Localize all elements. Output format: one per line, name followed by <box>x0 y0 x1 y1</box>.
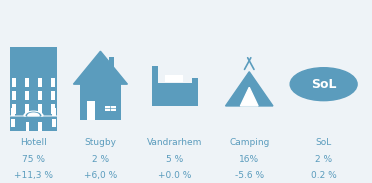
FancyBboxPatch shape <box>51 78 55 87</box>
Text: -5.6 %: -5.6 % <box>235 171 264 180</box>
FancyBboxPatch shape <box>10 51 57 131</box>
Text: 0.2 %: 0.2 % <box>311 171 337 180</box>
FancyBboxPatch shape <box>12 104 16 114</box>
FancyBboxPatch shape <box>52 108 56 116</box>
FancyBboxPatch shape <box>25 91 29 100</box>
Text: +11,3 %: +11,3 % <box>14 171 53 180</box>
FancyBboxPatch shape <box>52 119 56 127</box>
Polygon shape <box>73 51 128 84</box>
Text: +6,0 %: +6,0 % <box>84 171 117 180</box>
Polygon shape <box>240 87 258 106</box>
FancyBboxPatch shape <box>12 91 16 100</box>
FancyBboxPatch shape <box>38 122 42 131</box>
Text: 16%: 16% <box>239 155 259 164</box>
Wedge shape <box>30 114 37 116</box>
Text: 75 %: 75 % <box>22 155 45 164</box>
FancyBboxPatch shape <box>80 84 121 120</box>
Text: Vandrarhem: Vandrarhem <box>147 138 202 147</box>
FancyBboxPatch shape <box>152 83 198 97</box>
FancyBboxPatch shape <box>11 119 15 127</box>
Wedge shape <box>32 115 35 116</box>
Text: Camping: Camping <box>229 138 269 147</box>
Wedge shape <box>31 115 36 116</box>
Wedge shape <box>26 112 41 116</box>
Text: SoL: SoL <box>311 78 336 91</box>
FancyBboxPatch shape <box>51 91 55 100</box>
FancyBboxPatch shape <box>11 108 15 116</box>
Text: +0.0 %: +0.0 % <box>158 171 192 180</box>
Text: 2 %: 2 % <box>92 155 109 164</box>
FancyBboxPatch shape <box>38 91 42 100</box>
FancyBboxPatch shape <box>51 104 55 114</box>
Wedge shape <box>28 113 39 116</box>
FancyBboxPatch shape <box>152 97 198 106</box>
Text: 2 %: 2 % <box>315 155 332 164</box>
Wedge shape <box>29 113 38 116</box>
FancyBboxPatch shape <box>25 78 29 87</box>
Text: SoL: SoL <box>315 138 332 147</box>
Circle shape <box>290 68 357 101</box>
Text: Hotell: Hotell <box>20 138 47 147</box>
Polygon shape <box>225 72 273 106</box>
FancyBboxPatch shape <box>152 66 158 97</box>
FancyBboxPatch shape <box>38 78 42 87</box>
FancyBboxPatch shape <box>87 101 96 120</box>
Text: Stugby: Stugby <box>84 138 116 147</box>
FancyBboxPatch shape <box>10 115 57 117</box>
FancyBboxPatch shape <box>106 106 116 111</box>
FancyBboxPatch shape <box>26 122 29 131</box>
FancyBboxPatch shape <box>109 57 114 68</box>
FancyBboxPatch shape <box>38 104 42 114</box>
Text: 5 %: 5 % <box>166 155 183 164</box>
Wedge shape <box>24 111 43 116</box>
FancyBboxPatch shape <box>192 78 198 97</box>
FancyBboxPatch shape <box>165 75 183 82</box>
FancyBboxPatch shape <box>25 104 29 114</box>
FancyBboxPatch shape <box>12 78 16 87</box>
FancyBboxPatch shape <box>10 47 57 51</box>
